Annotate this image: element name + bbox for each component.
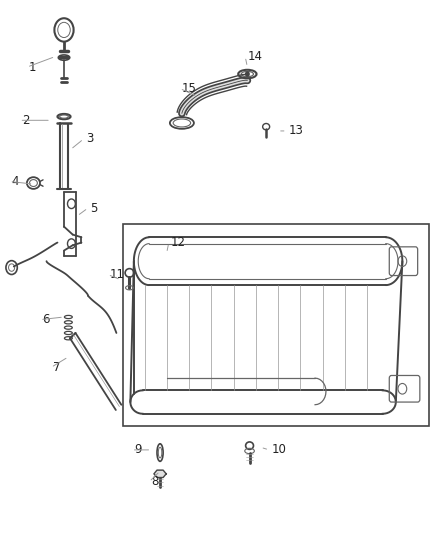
Text: 14: 14 — [247, 50, 262, 63]
Text: 1: 1 — [29, 61, 37, 74]
Text: 4: 4 — [12, 175, 19, 188]
Text: 2: 2 — [21, 114, 29, 127]
Bar — [123, 224, 428, 426]
Text: 10: 10 — [272, 443, 286, 456]
Text: 7: 7 — [53, 361, 60, 374]
Text: 9: 9 — [134, 443, 141, 456]
Text: 5: 5 — [90, 201, 98, 214]
Text: 11: 11 — [110, 268, 125, 281]
Polygon shape — [154, 470, 166, 478]
Text: 8: 8 — [151, 475, 159, 488]
Text: 12: 12 — [171, 236, 186, 249]
Circle shape — [246, 72, 249, 76]
Text: 3: 3 — [86, 132, 93, 146]
Text: 15: 15 — [182, 82, 197, 95]
Text: 13: 13 — [289, 124, 304, 138]
Text: 6: 6 — [42, 313, 49, 326]
